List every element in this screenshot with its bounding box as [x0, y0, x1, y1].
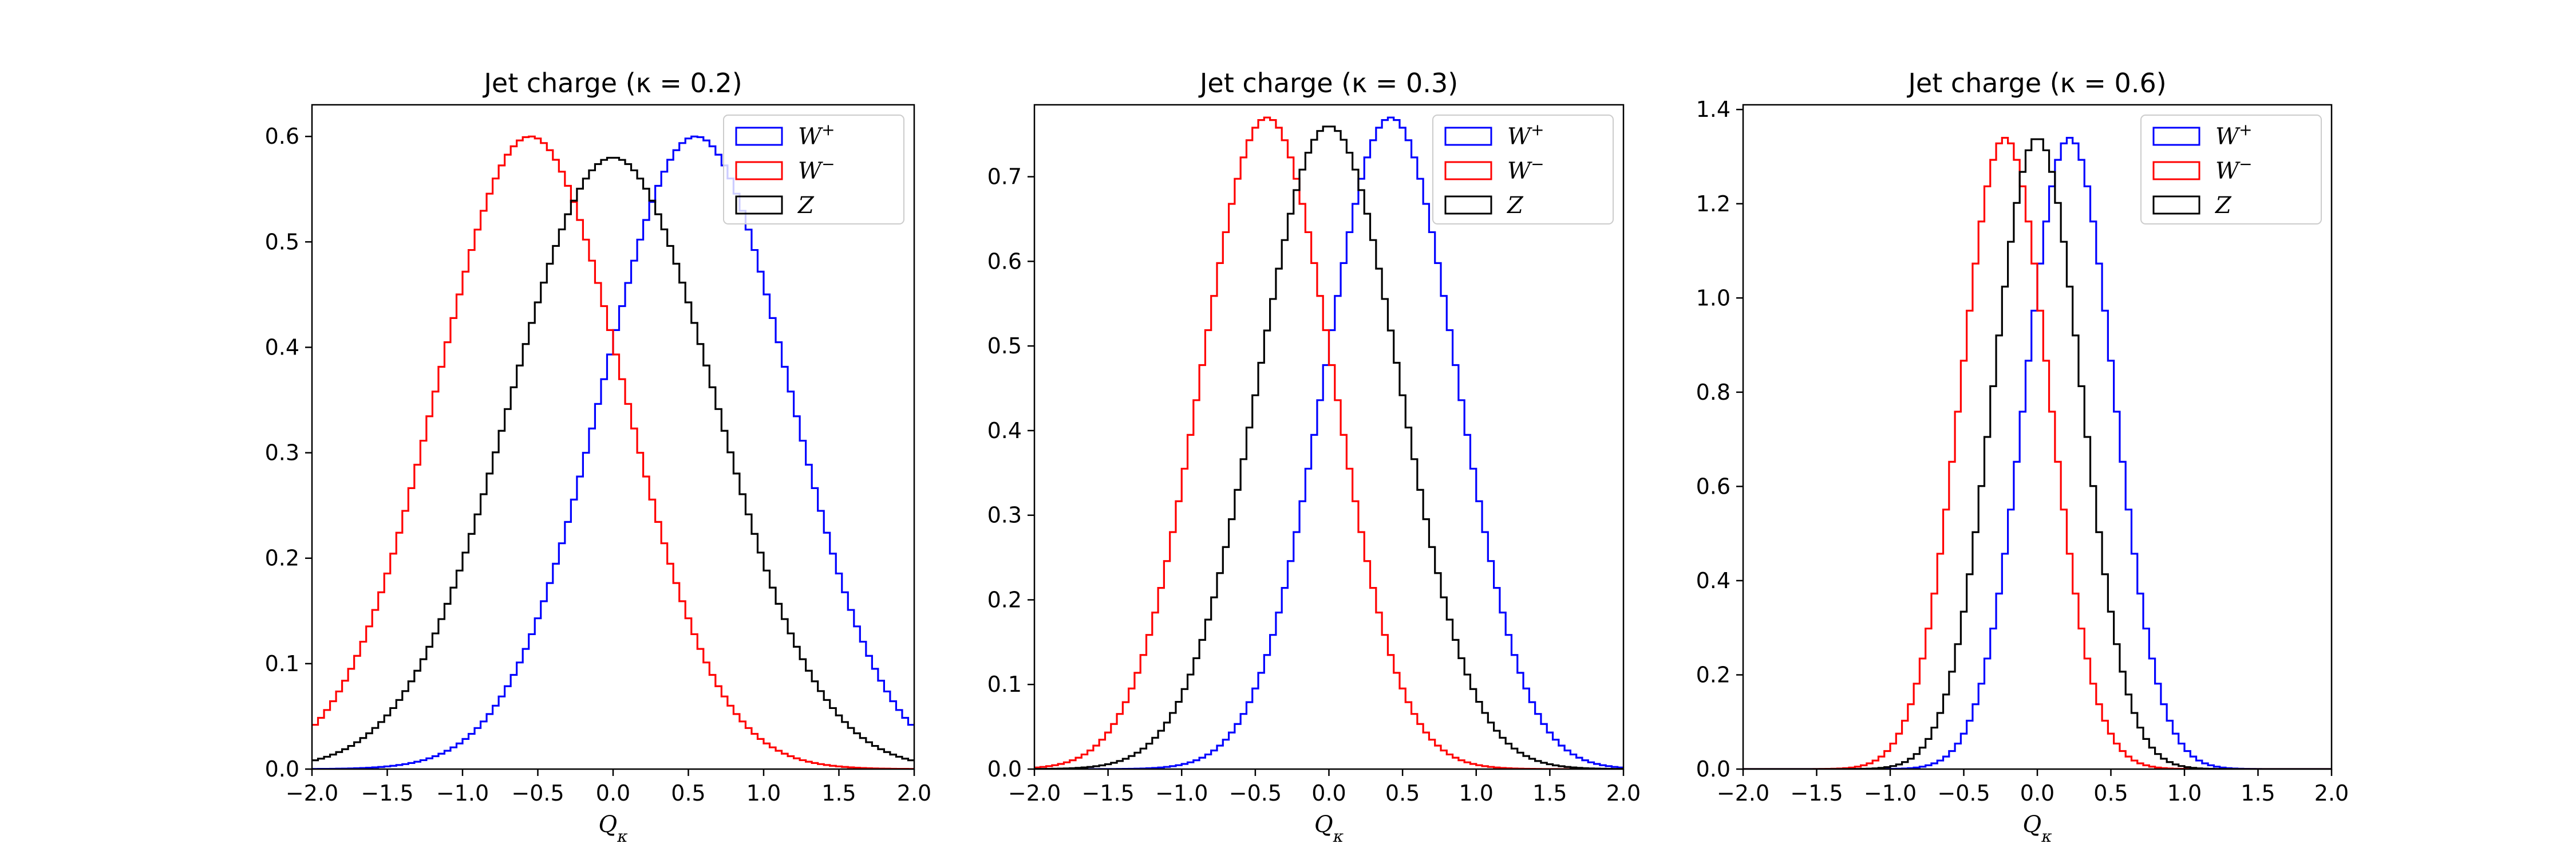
panel-3: −2.0 −1.5 −1.0 −0.5 0.0 0.5 1.0 1.5 2.0 0.0 0.2 0.4… [1696, 68, 2349, 846]
panel-2: −2.0 −1.5 −1.0 −0.5 0.0 0.5 1.0 1.5 2.0 0.0 0.1 0.2… [987, 68, 1641, 846]
legend-label: Z [1506, 192, 1524, 219]
legend: W+ W− Z [1432, 115, 1614, 224]
legend-swatch [2152, 195, 2200, 215]
series-wminus-line [312, 135, 914, 769]
y-tick-label: 0.5 [987, 333, 1022, 358]
y-tick-label: 0.5 [265, 229, 299, 254]
x-tick-label: 1.5 [1532, 781, 1567, 806]
x-tick-label: −1.5 [361, 781, 413, 806]
series-z-line [1743, 138, 2332, 769]
y-tick-label: 0.4 [1696, 568, 1730, 593]
x-tick-label: −1.0 [1864, 781, 1917, 806]
x-tick-label: 1.0 [746, 781, 781, 806]
x-tick-label: 1.0 [2167, 781, 2202, 806]
y-tick-label: 0.6 [1696, 474, 1730, 499]
x-axis-label: Qκ [2022, 811, 2052, 846]
legend-label: Z [797, 192, 815, 219]
legend-label: W− [798, 155, 835, 185]
series-z-line [1034, 125, 1623, 769]
x-tick-label: 1.0 [1459, 781, 1494, 806]
chart-title: Jet charge (κ = 0.6) [1906, 68, 2166, 98]
panel-1: −2.0 −1.5 −1.0 −0.5 0.0 0.5 1.0 1.5 2.0 0.0 0.1 0.2… [265, 68, 932, 846]
y-tick-label: 0.4 [265, 334, 299, 360]
y-tick-label: 1.2 [1696, 191, 1730, 216]
x-tick-label: 0.5 [1385, 781, 1420, 806]
legend-label: Z [2214, 192, 2232, 219]
x-tick-label: 0.0 [1311, 781, 1346, 806]
chart-title: Jet charge (κ = 0.2) [482, 68, 742, 98]
series-z-line [312, 156, 914, 762]
legend-label: W+ [798, 120, 835, 151]
legend: W+ W− Z [723, 115, 904, 224]
x-tick-label: −1.0 [1155, 781, 1208, 806]
y-tick-label: 0.0 [987, 756, 1022, 782]
legend-swatch [735, 161, 783, 180]
x-tick-label: 1.5 [2241, 781, 2275, 806]
y-tick-label: 1.0 [1696, 285, 1730, 310]
x-tick-label: −0.5 [1229, 781, 1282, 806]
legend-swatch [1444, 195, 1492, 215]
y-tick-label: 0.4 [987, 418, 1022, 443]
x-tick-label: 0.5 [671, 781, 705, 806]
y-tick-label: 0.3 [987, 503, 1022, 528]
x-tick-label: −1.5 [1790, 781, 1843, 806]
y-tick-label: 0.6 [987, 249, 1022, 274]
legend-swatch [735, 127, 783, 146]
legend-label: W− [2215, 155, 2253, 185]
legend-swatch [1444, 161, 1492, 180]
x-tick-label: 2.0 [897, 781, 931, 806]
legend-swatch [735, 195, 783, 215]
x-tick-label: −0.5 [1937, 781, 1990, 806]
y-tick-label: 0.2 [1696, 662, 1730, 687]
x-tick-label: −0.5 [511, 781, 564, 806]
x-tick-label: −1.0 [436, 781, 489, 806]
legend-swatch [2152, 127, 2200, 146]
y-tick-label: 1.4 [1696, 97, 1730, 122]
x-tick-label: −1.5 [1081, 781, 1134, 806]
series-wplus-line [1743, 136, 2332, 769]
legend: W+ W− Z [2140, 115, 2322, 224]
y-tick-label: 0.7 [987, 164, 1022, 190]
x-tick-label: 0.5 [2093, 781, 2128, 806]
legend-label: W− [1507, 155, 1544, 185]
chart-title: Jet charge (κ = 0.3) [1198, 68, 1458, 98]
x-axis-label: Qκ [598, 811, 627, 846]
x-tick-label: 2.0 [1606, 781, 1641, 806]
legend-label: W+ [1507, 120, 1544, 151]
y-tick-label: 0.8 [1696, 380, 1730, 405]
y-tick-label: 0.2 [265, 546, 299, 571]
x-tick-label: −2.0 [286, 781, 338, 806]
legend-swatch [2152, 161, 2200, 180]
legend-swatch [1444, 127, 1492, 146]
y-tick-label: 0.1 [987, 672, 1022, 697]
series-wminus-line [1743, 136, 2332, 769]
series-wplus-line [312, 135, 914, 769]
x-tick-label: −2.0 [1008, 781, 1061, 806]
y-tick-label: 0.0 [265, 756, 299, 782]
x-tick-label: 2.0 [2314, 781, 2349, 806]
y-tick-label: 0.1 [265, 651, 299, 676]
x-tick-label: 0.0 [2020, 781, 2055, 806]
x-tick-label: −2.0 [1717, 781, 1769, 806]
legend-label: W+ [2215, 120, 2253, 151]
x-tick-label: 1.5 [821, 781, 856, 806]
x-axis-label: Qκ [1314, 811, 1344, 846]
y-tick-label: 0.0 [1696, 756, 1730, 782]
x-tick-label: 0.0 [596, 781, 630, 806]
y-tick-label: 0.2 [987, 587, 1022, 612]
y-tick-label: 0.3 [265, 440, 299, 466]
y-tick-label: 0.6 [265, 124, 299, 149]
